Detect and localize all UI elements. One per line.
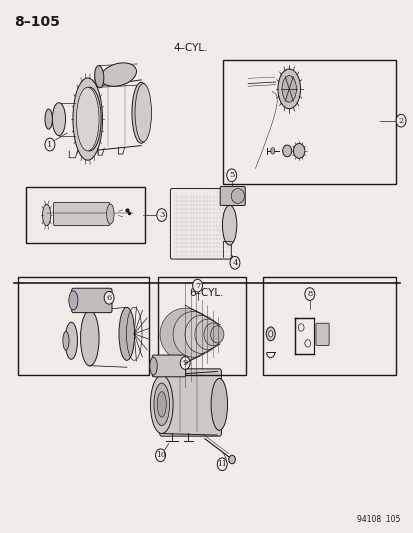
- Ellipse shape: [107, 204, 114, 224]
- Ellipse shape: [150, 357, 157, 375]
- Ellipse shape: [65, 322, 77, 359]
- Ellipse shape: [135, 84, 151, 142]
- Ellipse shape: [69, 291, 78, 310]
- Ellipse shape: [100, 63, 136, 86]
- Ellipse shape: [52, 103, 65, 135]
- Ellipse shape: [157, 392, 166, 417]
- Bar: [157, 277, 245, 375]
- Ellipse shape: [277, 69, 300, 109]
- Bar: [262, 277, 395, 375]
- Ellipse shape: [45, 109, 52, 129]
- Ellipse shape: [222, 205, 236, 245]
- Ellipse shape: [95, 66, 104, 88]
- Text: 4–CYL.: 4–CYL.: [173, 43, 207, 53]
- Circle shape: [304, 340, 310, 347]
- Ellipse shape: [231, 189, 244, 204]
- Ellipse shape: [73, 78, 102, 160]
- Ellipse shape: [293, 143, 304, 158]
- Ellipse shape: [211, 378, 227, 430]
- Ellipse shape: [268, 330, 272, 337]
- Ellipse shape: [160, 308, 210, 361]
- Ellipse shape: [78, 87, 101, 151]
- Circle shape: [157, 209, 166, 221]
- Ellipse shape: [185, 316, 218, 353]
- FancyBboxPatch shape: [159, 369, 221, 436]
- Circle shape: [226, 169, 236, 182]
- Ellipse shape: [173, 311, 213, 357]
- Circle shape: [217, 458, 227, 471]
- Circle shape: [104, 292, 114, 304]
- FancyBboxPatch shape: [71, 288, 112, 313]
- Ellipse shape: [132, 82, 150, 143]
- Ellipse shape: [266, 327, 275, 341]
- Text: 6: 6: [106, 294, 112, 302]
- Circle shape: [304, 288, 314, 301]
- Ellipse shape: [210, 326, 223, 343]
- Ellipse shape: [195, 319, 220, 350]
- Ellipse shape: [154, 383, 169, 425]
- Ellipse shape: [63, 332, 69, 350]
- Circle shape: [395, 114, 405, 127]
- FancyBboxPatch shape: [54, 203, 109, 225]
- Text: 6–CYL.: 6–CYL.: [189, 288, 224, 298]
- Circle shape: [230, 256, 239, 269]
- Text: 94108  105: 94108 105: [356, 515, 399, 523]
- Circle shape: [155, 449, 165, 462]
- Circle shape: [192, 279, 202, 292]
- Ellipse shape: [43, 205, 51, 225]
- Text: 1: 1: [47, 141, 52, 149]
- Ellipse shape: [150, 375, 173, 433]
- Ellipse shape: [270, 148, 274, 154]
- Bar: [223, 60, 395, 184]
- Circle shape: [45, 138, 55, 151]
- Text: 5: 5: [228, 171, 234, 179]
- Ellipse shape: [281, 76, 296, 102]
- FancyBboxPatch shape: [315, 323, 328, 345]
- Ellipse shape: [204, 323, 222, 346]
- FancyBboxPatch shape: [220, 187, 244, 206]
- Text: 9: 9: [182, 359, 188, 367]
- Text: 4: 4: [232, 259, 237, 267]
- Ellipse shape: [81, 310, 99, 366]
- Text: 11: 11: [217, 461, 227, 469]
- Circle shape: [298, 324, 303, 331]
- Ellipse shape: [76, 87, 99, 151]
- Ellipse shape: [282, 145, 291, 157]
- Text: 7: 7: [195, 281, 200, 289]
- Text: 3: 3: [159, 211, 164, 219]
- Ellipse shape: [228, 455, 235, 464]
- Text: 10: 10: [155, 451, 165, 459]
- Text: 8–105: 8–105: [14, 14, 59, 29]
- Text: 2: 2: [397, 117, 403, 125]
- Bar: [26, 187, 145, 243]
- Bar: [18, 277, 149, 375]
- Text: 8: 8: [306, 290, 312, 298]
- Ellipse shape: [119, 308, 134, 360]
- FancyBboxPatch shape: [152, 355, 185, 377]
- Circle shape: [180, 357, 190, 369]
